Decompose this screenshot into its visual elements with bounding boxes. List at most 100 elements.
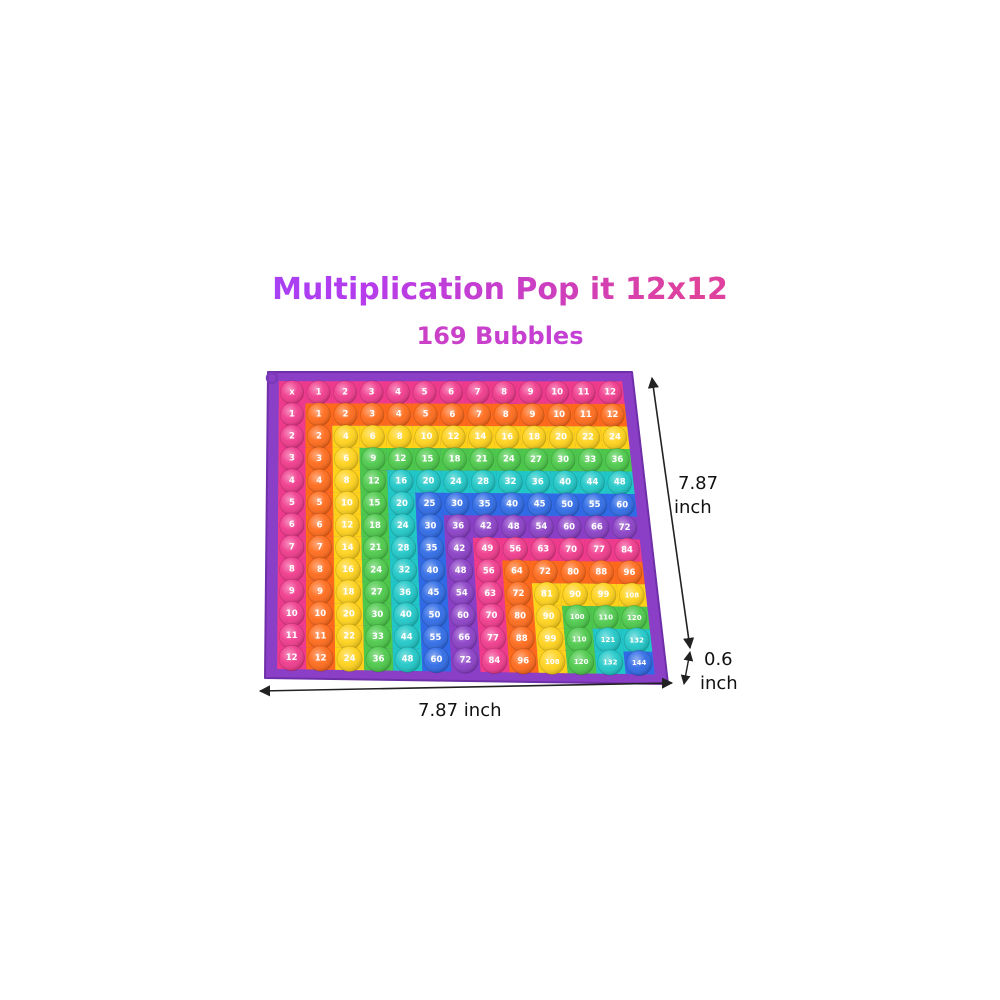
- bubble-shading: [413, 403, 438, 427]
- bubble-shading: [386, 380, 410, 405]
- bubble-shading: [614, 538, 640, 563]
- bubble-number: 3: [369, 387, 375, 397]
- bubble-shading: [555, 492, 580, 517]
- bubble-number: 77: [593, 545, 605, 555]
- bubble-shading: [389, 469, 414, 494]
- bubble-shading: [586, 537, 612, 563]
- bubble-shading: [360, 425, 385, 449]
- bubble-number: 15: [422, 454, 434, 464]
- bubble-number: 120: [627, 614, 642, 622]
- bubble-number: 32: [505, 477, 517, 487]
- bubble-shading: [439, 380, 463, 405]
- bubble-number: 4: [395, 387, 401, 397]
- bubble-number: 5: [423, 410, 429, 420]
- bubble-shading: [279, 490, 304, 516]
- bubble-shading: [501, 514, 526, 540]
- bubble-number: 14: [342, 543, 354, 553]
- bubble-number: 30: [451, 499, 463, 509]
- bubble-shading: [530, 537, 556, 562]
- bubble-shading: [280, 380, 304, 404]
- bubble-shading: [495, 425, 520, 450]
- bubble-number: 108: [545, 658, 560, 666]
- bubble-number: 72: [459, 656, 471, 666]
- bubble-shading: [335, 535, 360, 561]
- bubble-number: 11: [286, 631, 298, 641]
- bubble-shading: [472, 492, 497, 517]
- bubble-number: 18: [343, 587, 355, 597]
- bubble-shading: [574, 403, 598, 427]
- bubble-number: 48: [402, 655, 414, 665]
- bubble-number: 30: [425, 521, 437, 531]
- bubble-shading: [392, 558, 417, 583]
- bubble-shading: [280, 402, 304, 427]
- bubble-shading: [557, 515, 582, 540]
- bubble-shading: [467, 403, 491, 427]
- bubble-number: 28: [477, 477, 489, 487]
- bubble-number: 40: [427, 566, 439, 576]
- bubble-number: 9: [289, 587, 295, 597]
- bubble-shading: [547, 403, 571, 427]
- bubble-shading: [363, 535, 388, 561]
- bubble-number: 100: [570, 613, 585, 621]
- bubble-number: 7: [476, 410, 482, 420]
- bubble-number: 45: [428, 588, 440, 598]
- bubble-number: 36: [373, 654, 385, 664]
- bubble-number: 120: [574, 658, 589, 666]
- bubble-number: 4: [343, 432, 349, 442]
- bubble-number: 6: [449, 410, 455, 420]
- bubble-number: 8: [289, 565, 295, 575]
- bubble-number: 70: [565, 545, 577, 555]
- bubble-shading: [471, 469, 496, 494]
- bubble-shading: [446, 514, 471, 539]
- bubble-shading: [336, 624, 362, 650]
- bubble-number: 35: [426, 544, 438, 554]
- height-unit: inch: [674, 497, 712, 518]
- bubble-number: 96: [624, 568, 636, 578]
- bubble-shading: [421, 603, 447, 629]
- bubble-shading: [280, 424, 304, 449]
- bubble-number: 56: [509, 544, 521, 554]
- bubble-shading: [447, 536, 472, 562]
- bubble-shading: [307, 579, 333, 605]
- bubble-number: 10: [551, 388, 563, 398]
- bubble-shading: [279, 535, 305, 560]
- bubble-shading: [522, 425, 547, 450]
- bubble-shading: [416, 469, 441, 494]
- bubble-shading: [365, 624, 391, 650]
- bubble-number: 20: [396, 499, 408, 509]
- bubble-shading: [536, 604, 562, 630]
- bubble-shading: [600, 403, 625, 427]
- bubble-shading: [580, 470, 605, 495]
- bubble-shading: [576, 425, 600, 450]
- bubble-number: 60: [431, 655, 443, 665]
- bubble-number: 40: [559, 477, 571, 487]
- bubble-number: 20: [423, 477, 435, 487]
- bubble-number: 12: [607, 410, 619, 420]
- bubble-shading: [545, 380, 569, 405]
- bubble-number: 84: [488, 656, 500, 666]
- bubble-number: 40: [400, 610, 412, 620]
- bubble-shading: [307, 557, 333, 583]
- bubble-shading: [440, 403, 464, 427]
- bubble-shading: [360, 402, 384, 427]
- bubble-shading: [279, 601, 305, 627]
- bubble-shading: [279, 513, 305, 538]
- bubble-number: 90: [569, 590, 581, 600]
- bubble-shading: [441, 425, 466, 449]
- bubble-number: 27: [371, 588, 383, 598]
- bubble-number: 8: [501, 387, 507, 397]
- bubble-shading: [498, 470, 523, 495]
- bubble-shading: [477, 581, 503, 607]
- bubble-number: 80: [514, 612, 526, 622]
- bubble-shading: [621, 605, 647, 631]
- bubble-shading: [507, 604, 533, 630]
- bubble-number: 4: [396, 410, 402, 420]
- bubble-number: 21: [476, 455, 488, 465]
- bubble-number: 8: [317, 565, 323, 575]
- bubble-number: 40: [506, 500, 518, 510]
- bubble-shading: [391, 536, 416, 561]
- bubble-number: 12: [286, 653, 298, 663]
- bubble-shading: [423, 647, 450, 673]
- bubble-shading: [387, 402, 411, 427]
- bubble-number: 35: [479, 499, 491, 509]
